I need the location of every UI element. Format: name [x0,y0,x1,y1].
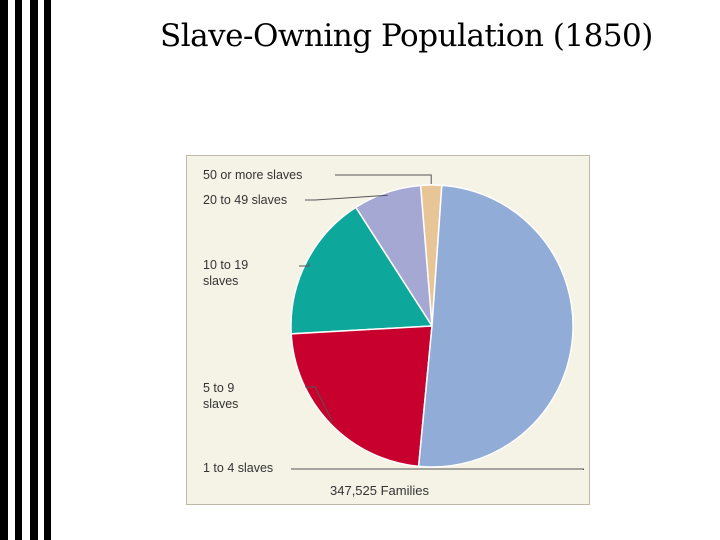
pie-chart-figure: 50 or more slaves 20 to 49 slaves 10 to … [186,155,590,505]
leader-line-1-to-4 [291,468,584,470]
label-50-or-more: 50 or more slaves [203,168,303,182]
pie-slice-10-to-19 [290,206,434,335]
decorative-stripe [30,0,38,540]
leader-line-50-or-more [335,174,432,184]
decorative-stripe [44,0,51,540]
label-20-to-49: 20 to 49 slaves [203,193,288,207]
leader-line-20-to-49 [305,194,388,201]
decorative-stripe [15,0,22,540]
chart-caption: 347,525 Families [330,483,429,498]
pie-slice-1-to-4 [417,184,574,468]
slide-title: Slave-Owning Population (1850) [160,18,653,54]
label-1-to-4: 1 to 4 slaves [203,461,274,475]
pie-slice-5-to-9 [290,325,433,468]
decorative-stripe [0,0,8,540]
pie-chart [290,174,584,470]
label-5-to-9: 5 to 9 slaves [203,381,239,411]
leader-line-10-to-19 [299,263,310,267]
leader-line-5-to-9 [305,386,333,422]
label-10-to-19: 10 to 19 slaves [203,258,249,288]
